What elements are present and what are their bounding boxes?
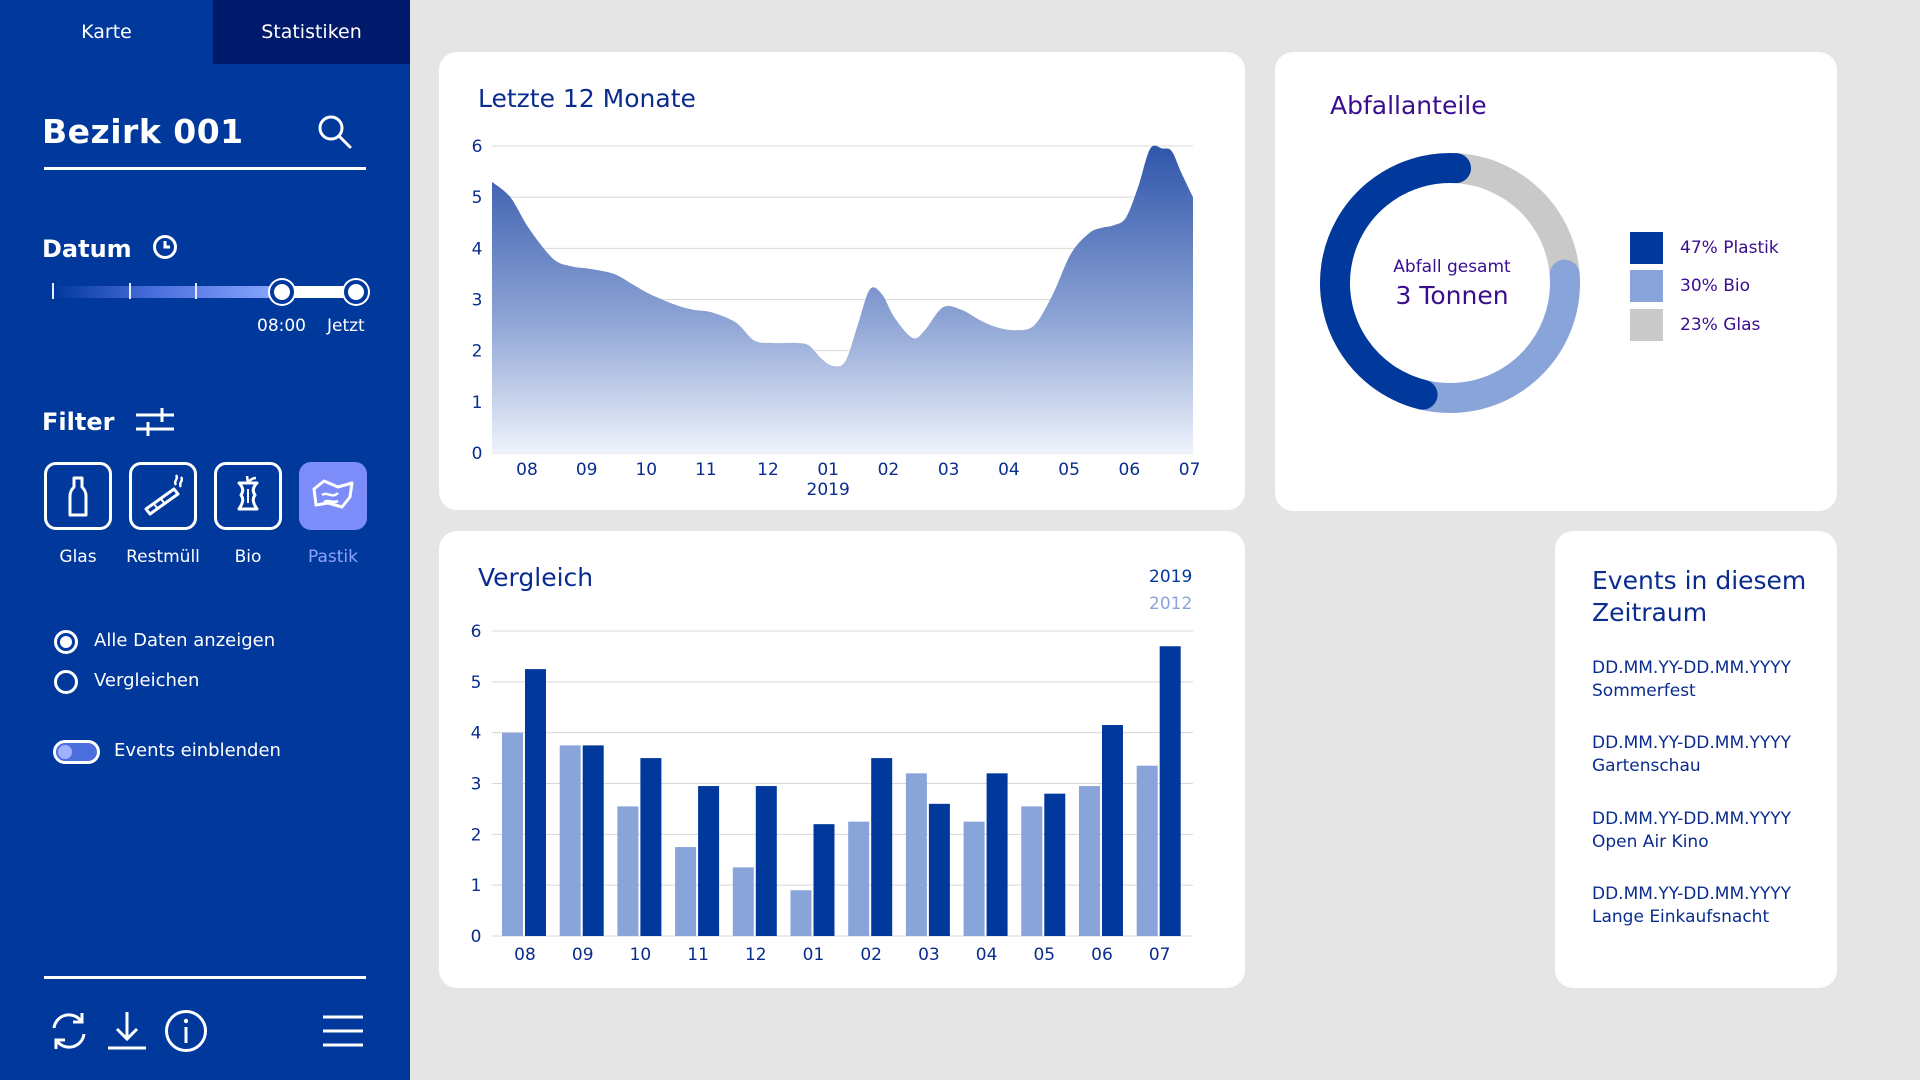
events-toggle[interactable] [53,740,100,764]
legend-swatch [1630,232,1663,264]
slider-start-handle[interactable] [270,280,294,304]
legend-label: 47% Plastik [1680,238,1779,258]
refresh-icon[interactable] [46,1008,92,1054]
radio-all-data[interactable] [54,630,78,654]
donut-legend-plastik: 47% Plastik [1630,232,1779,264]
cigarette-icon [144,474,184,516]
donut-center-value: 3 Tonnen [1395,281,1509,310]
area-chart-card [439,52,1245,510]
legend-label: 23% Glas [1680,315,1761,335]
event-item[interactable]: DD.MM.YY-DD.MM.YYYY Sommerfest [1592,657,1791,703]
donut-legend-bio: 30% Bio [1630,270,1750,302]
menu-icon[interactable] [320,1008,366,1054]
events-title-line2: Zeitraum [1592,598,1708,627]
filter-plastik-label: Pastik [308,547,358,567]
radio-compare-label: Vergleichen [94,670,200,691]
apple-core-icon [237,475,259,511]
event-item[interactable]: DD.MM.YY-DD.MM.YYYY Gartenschau [1592,732,1791,778]
date-section-title: Datum [42,235,132,263]
slider-end-handle[interactable] [344,280,368,304]
events-title-line1: Events in diesem [1592,566,1807,595]
area-chart-title: Letzte 12 Monate [478,84,696,113]
sliders-icon[interactable] [134,405,176,437]
events-toggle-label: Events einblenden [114,740,281,761]
filter-plastik-button[interactable] [299,462,367,530]
district-underline [44,167,366,170]
plastic-wrapper-icon [312,479,354,509]
legend-label: 30% Bio [1680,276,1750,296]
events-card [1555,531,1837,988]
event-item[interactable]: DD.MM.YY-DD.MM.YYYY Open Air Kino [1592,808,1791,854]
search-icon[interactable] [316,113,354,151]
event-name: Sommerfest [1592,681,1696,701]
slider-start-label: 08:00 [257,316,306,336]
tab-statistiken[interactable]: Statistiken [213,0,410,64]
event-name: Gartenschau [1592,756,1701,776]
filter-glas-label: Glas [59,547,97,567]
legend-2012: 2012 [1149,594,1193,614]
event-date: DD.MM.YY-DD.MM.YYYY [1592,733,1792,753]
donut-legend-glas: 23% Glas [1630,309,1760,341]
bar-chart-card [439,531,1245,988]
legend-2019: 2019 [1149,567,1193,587]
slider-tick [195,283,197,299]
bar-chart-title: Vergleich [478,563,594,592]
clock-icon[interactable] [152,234,178,260]
filter-section-title: Filter [42,408,115,436]
slider-track [52,286,282,298]
donut-title: Abfallanteile [1330,91,1487,120]
slider-end-label: Jetzt [327,316,365,336]
download-icon[interactable] [104,1008,150,1054]
donut-center-label: Abfall gesamt [1393,257,1511,277]
radio-all-data-label: Alle Daten anzeigen [94,630,276,651]
legend-swatch [1630,270,1663,302]
event-date: DD.MM.YY-DD.MM.YYYY [1592,809,1792,829]
events-title: Events in diesem Zeitraum [1592,565,1806,629]
info-icon[interactable] [163,1008,209,1054]
sidebar: Karte Statistiken Bezirk 001 Datum 08:00… [0,0,410,1080]
slider-tick [52,283,54,299]
filter-bio-button[interactable] [214,462,282,530]
radio-compare[interactable] [54,670,78,694]
tab-karte[interactable]: Karte [81,21,132,43]
bottle-icon [68,476,88,517]
event-name: Lange Einkaufsnacht [1592,907,1770,927]
event-date: DD.MM.YY-DD.MM.YYYY [1592,658,1792,678]
event-item[interactable]: DD.MM.YY-DD.MM.YYYY Lange Einkaufsnacht [1592,883,1791,929]
slider-selected-range [282,286,352,298]
time-range-slider[interactable] [52,280,368,304]
tab-bar: Karte Statistiken [0,0,410,64]
slider-tick [129,283,131,299]
legend-swatch [1630,309,1663,341]
filter-glas-button[interactable] [44,462,112,530]
filter-bio-label: Bio [234,547,262,567]
event-date: DD.MM.YY-DD.MM.YYYY [1592,884,1792,904]
filter-restmuell-button[interactable] [129,462,197,530]
toolbar-divider [44,976,366,979]
filter-restmuell-label: Restmüll [126,547,200,567]
district-title: Bezirk 001 [42,112,244,151]
event-name: Open Air Kino [1592,832,1709,852]
